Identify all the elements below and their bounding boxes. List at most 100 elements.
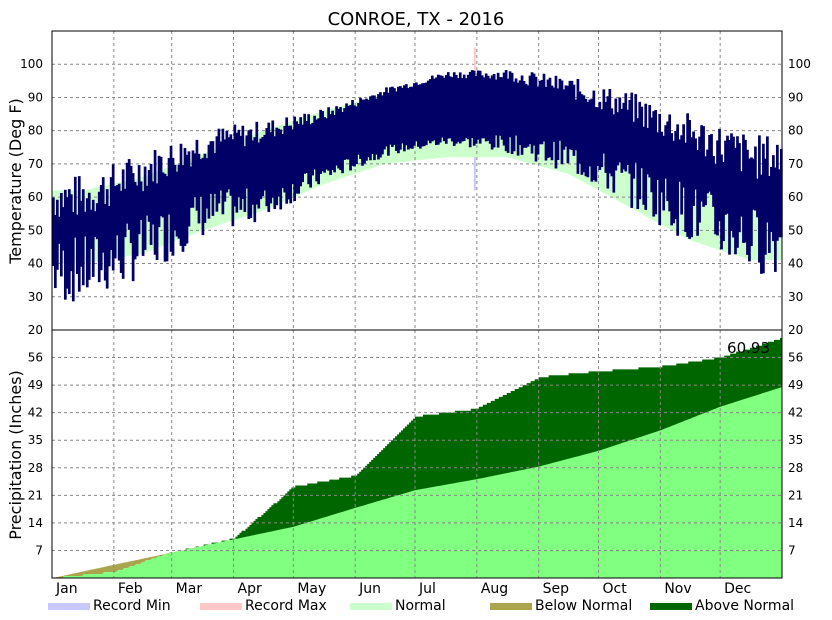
daily-temperature-bar [418,84,422,149]
daily-temperature-bar [664,125,668,179]
daily-temperature-bar [77,176,81,292]
daily-temperature-bar [85,198,89,288]
daily-temperature-bar [317,118,320,185]
record-max-marker [473,47,476,71]
daily-temperature-bar [259,138,263,200]
daily-temperature-bar [195,139,199,211]
daily-temperature-bar [53,214,57,289]
precipitation-axis-label: Precipitation (Inches) [6,370,25,540]
daily-temperature-bar [149,163,153,245]
daily-temperature-bar [458,72,462,144]
daily-temperature-bar [662,135,666,211]
daily-temperature-bar [95,203,99,240]
daily-temperature-bar [700,125,703,202]
daily-temperature-bar [209,141,213,194]
daily-temperature-bar [379,92,382,158]
month-label: Dec [724,581,751,597]
daily-temperature-bar [387,92,390,156]
daily-temperature-bar [658,113,662,226]
daily-temperature-bar [688,119,691,239]
daily-temperature-bar [353,105,356,167]
precipitation-tick-label-left: 35 [28,433,43,447]
normal-precip-area [52,387,782,578]
daily-temperature-bar [460,77,464,142]
daily-temperature-bar [590,98,594,182]
daily-temperature-bar [698,136,701,223]
precipitation-tick-label-right: 21 [788,488,803,502]
daily-temperature-bar [676,124,679,236]
daily-temperature-bar [494,79,498,136]
daily-temperature-bar [490,75,494,150]
daily-temperature-bar [758,135,761,263]
daily-temperature-bar [153,150,157,255]
temperature-tick-label-right: 40 [788,257,803,271]
daily-temperature-bar [347,105,350,160]
daily-temperature-bar [367,99,370,158]
daily-temperature-bar [498,77,502,136]
daily-temperature-bar [245,135,249,189]
month-label: Apr [238,581,262,597]
daily-temperature-bar [578,91,582,164]
daily-temperature-bar [682,124,685,188]
daily-temperature-bar [738,143,741,233]
precipitation-tick-label-left: 14 [28,516,43,530]
daily-temperature-bar [610,108,614,177]
daily-temperature-bar [526,85,530,147]
daily-temperature-bar [594,107,598,182]
daily-temperature-bar [175,171,179,237]
daily-temperature-bar [546,79,550,158]
daily-temperature-bar [434,77,438,145]
daily-temperature-bar [351,99,354,166]
daily-temperature-bar [568,80,572,150]
daily-temperature-bar [574,99,578,151]
precipitation-tick-label-right: 56 [788,351,803,365]
legend-label: Normal [395,598,446,614]
daily-temperature-bar [363,99,366,164]
daily-temperature-bar [287,125,291,200]
daily-temperature-bar [257,142,261,209]
daily-temperature-bar [309,124,312,188]
daily-temperature-bar [213,153,217,194]
daily-temperature-bar [692,131,695,206]
daily-temperature-bar [646,127,650,175]
daily-temperature-bar [411,86,414,149]
daily-temperature-bar [644,103,648,210]
daily-temperature-bar [754,146,757,211]
daily-temperature-bar [566,85,570,164]
month-label: May [297,581,326,597]
daily-temperature-bar [181,165,185,252]
legend-label: Record Min [93,598,171,614]
daily-temperature-bar [281,134,285,189]
daily-temperature-bar [520,75,524,155]
daily-temperature-bar [722,161,725,242]
daily-temperature-bar [548,77,552,158]
daily-temperature-bar [464,78,468,139]
daily-temperature-bar [71,212,75,302]
daily-temperature-bar [666,121,670,202]
daily-temperature-bar [690,137,693,238]
daily-temperature-bar [277,128,281,197]
daily-temperature-bar [99,184,103,271]
daily-temperature-bar [466,74,470,140]
chart-title: CONROE, TX - 2016 [328,9,505,30]
daily-temperature-bar [145,185,149,216]
daily-temperature-bar [732,136,735,238]
daily-temperature-bar [500,77,504,140]
daily-temperature-bar [780,149,783,238]
precipitation-tick-label-left: 49 [28,378,43,392]
daily-temperature-bar [203,153,207,223]
daily-temperature-bar [233,124,237,207]
daily-temperature-bar [552,87,556,142]
daily-temperature-bar [139,181,143,220]
daily-temperature-bar [311,122,314,176]
month-label: Jan [55,581,78,597]
daily-temperature-bar [307,114,310,185]
daily-temperature-bar [63,189,67,300]
daily-temperature-bar [381,95,384,155]
daily-temperature-bar [486,75,490,141]
daily-temperature-bar [321,111,324,172]
daily-temperature-bar [377,94,380,160]
daily-temperature-bar [544,86,548,161]
daily-temperature-bar [422,83,426,147]
